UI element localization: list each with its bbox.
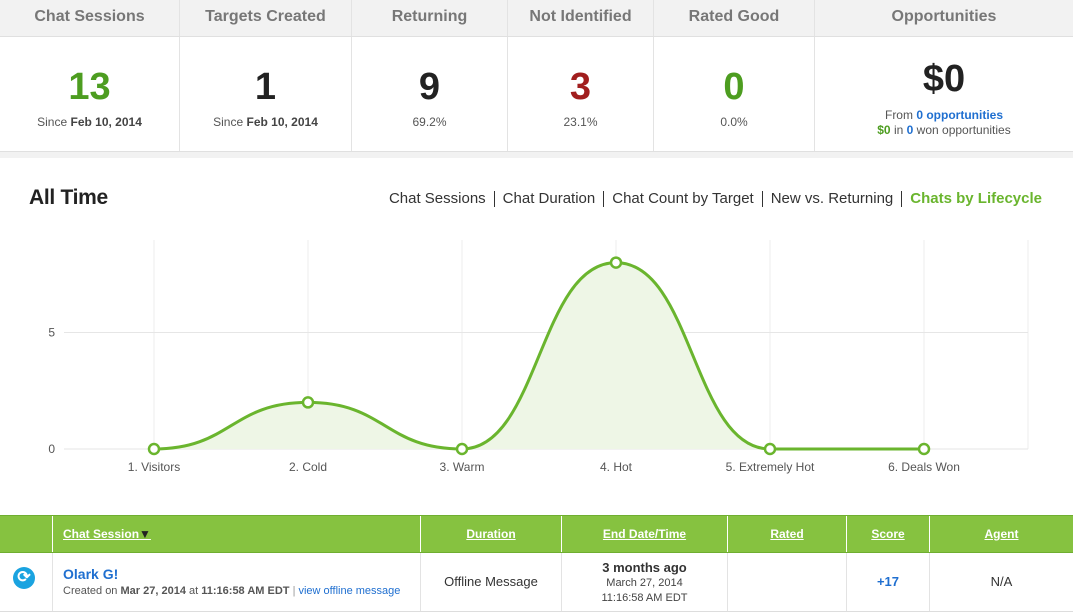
header-agent[interactable]: Agent <box>984 527 1019 541</box>
header-chat-session[interactable]: Chat Session▼ <box>53 516 421 552</box>
won-count-link[interactable]: 0 <box>906 123 914 137</box>
data-point <box>917 442 931 456</box>
stat-rated-good: 0 0.0% <box>654 37 815 151</box>
data-point <box>455 442 469 456</box>
header-score[interactable]: Score <box>847 516 930 552</box>
stats-body: 13 Since Feb 10, 2014 1 Since Feb 10, 20… <box>0 37 1073 152</box>
stat-label: Rated Good <box>688 8 780 25</box>
x-tick-label: 6. Deals Won <box>888 460 960 474</box>
tab-chat-count-by-target[interactable]: Chat Count by Target <box>604 191 763 207</box>
stat-not-identified: 3 23.1% <box>508 37 654 151</box>
stat-label: Returning <box>391 8 468 25</box>
stat-value: 0 <box>723 66 745 108</box>
x-tick-label: 4. Hot <box>600 460 633 474</box>
row-chat-session-cell: Olark G! Created on Mar 27, 2014 at 11:1… <box>53 553 421 611</box>
stat-value: 13 <box>68 66 111 108</box>
y-tick-label: 0 <box>48 442 55 456</box>
tab-chats-by-lifecycle[interactable]: Chats by Lifecycle <box>910 190 1042 207</box>
opportunities-from-line: From 0 opportunities <box>815 108 1073 122</box>
stat-sub: 69.2% <box>412 115 447 129</box>
data-point <box>301 396 315 409</box>
created-at: at <box>189 585 199 597</box>
header-duration[interactable]: Duration <box>421 516 562 552</box>
stat-opportunities: $0 From 0 opportunities $0 in 0 won oppo… <box>815 37 1073 151</box>
row-duration: Offline Message <box>421 553 562 611</box>
chart-title: All Time <box>29 186 108 209</box>
stat-sub: 0.0% <box>720 115 748 129</box>
header-icon-column <box>0 516 53 552</box>
table-header: Chat Session▼ Duration End Date/Time Rat… <box>0 515 1073 553</box>
stat-header-rated-good: Rated Good <box>654 0 815 36</box>
stat-header-returning: Returning <box>352 0 508 36</box>
lifecycle-chart: 0 5 1. Visitors 2. Cold 3. Warm 4. Hot 5. Extr… <box>48 240 1029 474</box>
tab-chat-sessions[interactable]: Chat Sessions <box>381 191 495 207</box>
view-offline-message-link[interactable]: view offline message <box>298 585 401 597</box>
row-agent: N/A <box>990 574 1013 589</box>
stat-sub: Since Feb 10, 2014 <box>0 115 179 129</box>
opportunities-from-text: From <box>884 108 913 122</box>
tab-new-vs-returning[interactable]: New vs. Returning <box>763 191 903 207</box>
visitor-name-link[interactable]: Olark G! <box>63 566 119 582</box>
stat-value: $0 <box>922 58 966 100</box>
opportunities-won-line: $0 in 0 won opportunities <box>815 123 1073 137</box>
stat-sub: 23.1% <box>563 115 598 129</box>
won-text: won opportunities <box>916 123 1011 137</box>
created-line: Created on Mar 27, 2014 at 11:16:58 AM E… <box>63 585 400 597</box>
stat-label: Targets Created <box>205 8 326 25</box>
created-prefix: Created on <box>63 585 118 597</box>
data-point <box>147 442 161 456</box>
data-point <box>609 256 623 269</box>
stat-targets-created: 1 Since Feb 10, 2014 <box>180 37 352 151</box>
stat-sub-date: Feb 10, 2014 <box>246 115 318 129</box>
end-time: 11:16:58 AM EDT <box>601 592 688 604</box>
stat-header-not-identified: Not Identified <box>508 0 654 36</box>
stat-header-chat-sessions: Chat Sessions <box>0 0 180 36</box>
stat-label: Chat Sessions <box>34 8 145 25</box>
row-score[interactable]: +17 <box>847 553 930 611</box>
stat-label: Not Identified <box>529 8 632 25</box>
created-time: 11:16:58 AM EDT <box>201 585 290 597</box>
won-in: in <box>893 123 904 137</box>
stat-value: 9 <box>418 66 441 108</box>
stat-sub: Since Feb 10, 2014 <box>180 115 351 129</box>
x-tick-label: 3. Warm <box>440 460 485 474</box>
stats-header: Chat Sessions Targets Created Returning … <box>0 0 1073 37</box>
stat-label: Opportunities <box>891 8 997 25</box>
header-end-date-time[interactable]: End Date/Time <box>562 516 728 552</box>
won-amount: $0 <box>877 123 891 137</box>
stat-returning: 9 69.2% <box>352 37 508 151</box>
x-tick-label: 5. Extremely Hot <box>726 460 815 474</box>
stat-chat-sessions: 13 Since Feb 10, 2014 <box>0 37 180 151</box>
chart-tabs: Chat Sessions Chat Duration Chat Count by … <box>381 190 1042 207</box>
end-date: March 27, 2014 <box>606 577 683 589</box>
section-divider <box>0 152 1073 158</box>
sort-desc-icon: ▼ <box>139 527 151 541</box>
created-date: Mar 27, 2014 <box>120 585 186 597</box>
stat-header-targets: Targets Created <box>180 0 352 36</box>
x-tick-label: 1. Visitors <box>128 460 180 474</box>
y-tick-label: 5 <box>48 326 55 340</box>
x-tick-label: 2. Cold <box>289 460 327 474</box>
refresh-icon[interactable]: ⟳ <box>13 567 35 589</box>
header-rated[interactable]: Rated <box>728 516 847 552</box>
stat-sub-date: Feb 10, 2014 <box>70 115 142 129</box>
separator: | <box>292 585 296 597</box>
row-icon-cell: ⟳ <box>0 553 53 611</box>
stat-value: 1 <box>254 66 277 108</box>
table-row[interactable]: ⟳ Olark G! Created on Mar 27, 2014 at 11… <box>0 553 1073 612</box>
stat-value: 3 <box>569 66 592 108</box>
stat-sub-prefix: Since <box>213 115 244 129</box>
opportunities-link[interactable]: 0 opportunities <box>916 108 1003 122</box>
row-end-date-time: 3 months ago March 27, 2014 11:16:58 AM … <box>562 553 728 611</box>
end-relative: 3 months ago <box>602 560 687 575</box>
data-point <box>763 442 777 456</box>
row-rated <box>728 553 847 611</box>
tab-chat-duration[interactable]: Chat Duration <box>495 191 605 207</box>
header-chat-session-label: Chat Session <box>63 527 140 541</box>
chat-sessions-table: Chat Session▼ Duration End Date/Time Rat… <box>0 515 1073 612</box>
stat-sub-prefix: Since <box>37 115 68 129</box>
stat-header-opportunities: Opportunities <box>815 0 1073 36</box>
